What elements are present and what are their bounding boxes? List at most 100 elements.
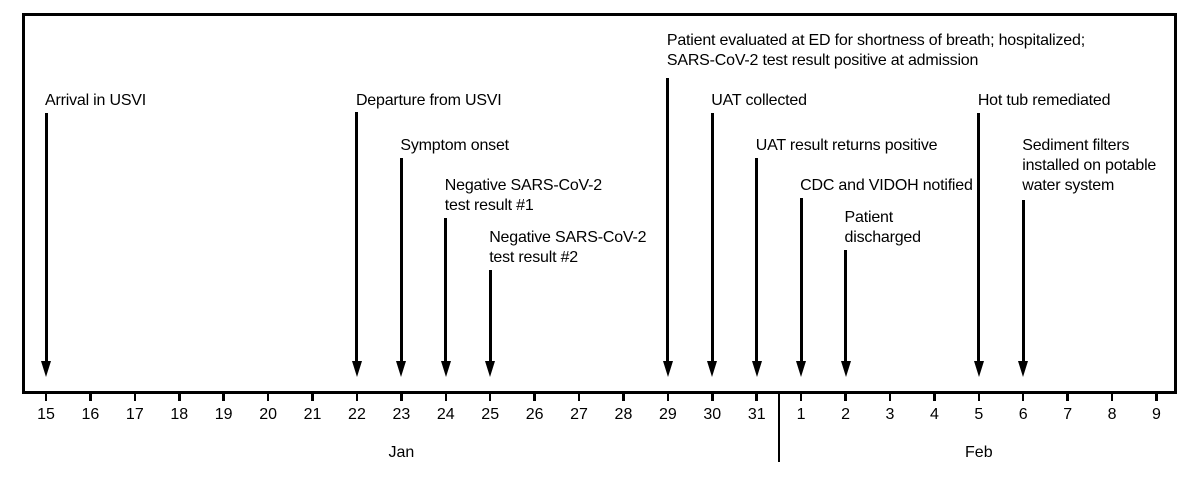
event-arrow-line [444,218,448,361]
event-label-line: Patient evaluated at ED for shortness of… [666,32,1085,49]
axis-tick-label: 5 [974,406,984,423]
event-arrow-head [796,361,807,377]
axis-tick [133,394,137,401]
axis-tick-label: 18 [170,406,189,423]
axis-tick-label: 29 [658,406,677,423]
event-arrow-line [666,78,670,361]
axis-tick [222,394,225,401]
event-arrow-head [707,361,718,377]
event-label-line: Patient [844,209,894,226]
axis-tick-label: 15 [37,406,55,423]
axis-tick [977,394,981,401]
axis-tick-label: 17 [125,406,144,423]
axis-tick [444,394,448,401]
axis-tick [266,394,270,401]
axis-tick [355,394,359,401]
axis-tick-label: 7 [1063,406,1073,423]
axis-tick [533,394,536,401]
event-arrow-head [840,361,851,377]
axis-tick-label: 22 [348,406,366,423]
axis-tick-label: 8 [1107,406,1117,423]
event-label-line: installed on potable [1022,157,1157,174]
axis-tick-label: 28 [614,406,633,423]
plot-frame [22,13,1177,394]
event-label-line: Hot tub remediated [977,92,1111,109]
event-arrow-head [662,361,673,377]
event-label-line: Departure from USVI [355,92,502,109]
axis-tick-label: 26 [525,406,544,423]
axis-tick-label: 3 [885,406,895,423]
event-arrow-line [399,158,403,361]
event-label: Symptom onset [400,136,509,156]
axis-tick [799,394,803,401]
event-label-line: UAT collected [711,92,807,109]
axis-tick [622,394,625,401]
axis-tick-label: 6 [1018,406,1028,423]
axis-tick [44,394,48,401]
axis-tick [711,394,714,401]
event-arrow-head [485,361,496,377]
event-label: Patient evaluated at ED for shortness of… [667,31,1085,71]
event-label-line: Arrival in USVI [45,92,147,109]
month-label: Jan [388,444,415,461]
axis-tick [488,394,492,401]
event-arrow-line [844,250,848,361]
event-arrow-line [710,113,714,361]
event-label-line: Symptom onset [400,137,509,154]
event-label: CDC and VIDOH notified [800,176,973,196]
month-label: Feb [965,444,993,461]
axis-tick-label: 16 [81,406,100,423]
axis-tick [755,394,758,401]
axis-tick [1021,394,1025,401]
event-arrow-line [355,112,359,361]
axis-tick-label: 4 [929,406,939,423]
event-label: Negative SARS-CoV-2 test result #1 [445,176,602,216]
axis-tick [1066,394,1069,401]
event-arrow-line [977,113,981,361]
event-arrow-head [41,361,51,377]
event-label-line: discharged [844,229,921,246]
event-label-line: Negative SARS-CoV-2 [489,229,647,246]
event-label-line: UAT result returns positive [755,137,938,154]
axis-tick-label: 24 [436,406,455,423]
axis-tick [933,394,936,401]
event-label-line: test result #1 [444,197,534,214]
event-arrow-head [973,361,984,377]
event-label-line: Sediment filters [1022,137,1130,154]
axis-tick-label: 1 [796,406,806,423]
axis-tick [178,394,181,401]
event-arrow-head [1018,361,1029,377]
event-label-line: Negative SARS-CoV-2 [444,177,602,194]
axis-tick-label: 2 [841,406,850,423]
axis-tick [577,394,581,401]
event-label: Arrival in USVI [45,91,146,111]
event-label: Negative SARS-CoV-2 test result #2 [489,228,646,268]
event-arrow-line [1021,200,1025,361]
event-arrow-line [44,113,48,361]
event-arrow-line [755,158,759,361]
event-label-line: test result #2 [489,249,578,266]
event-arrow-head [751,361,762,377]
axis-tick-label: 27 [570,406,588,423]
event-arrow-head [396,361,407,377]
axis-tick [400,394,403,401]
axis-tick [666,394,670,401]
axis-tick-label: 19 [214,406,233,423]
event-label-line: SARS-CoV-2 test result positive at admis… [666,52,979,69]
event-arrow-line [488,270,492,361]
event-label-line: CDC and VIDOH notified [800,177,973,194]
axis-tick [1110,394,1114,401]
event-label: UAT collected [711,91,807,111]
axis-tick-label: 23 [392,406,411,423]
event-label: UAT result returns positive [756,136,938,156]
axis-tick-label: 31 [747,406,766,423]
event-arrow-head [440,361,451,377]
axis-tick [844,394,847,401]
axis-tick-label: 30 [703,406,722,423]
axis-tick [888,394,892,401]
axis-tick [89,394,92,401]
axis-tick-label: 21 [303,406,322,423]
axis-tick [1155,394,1158,401]
event-label: Hot tub remediated [977,91,1111,111]
